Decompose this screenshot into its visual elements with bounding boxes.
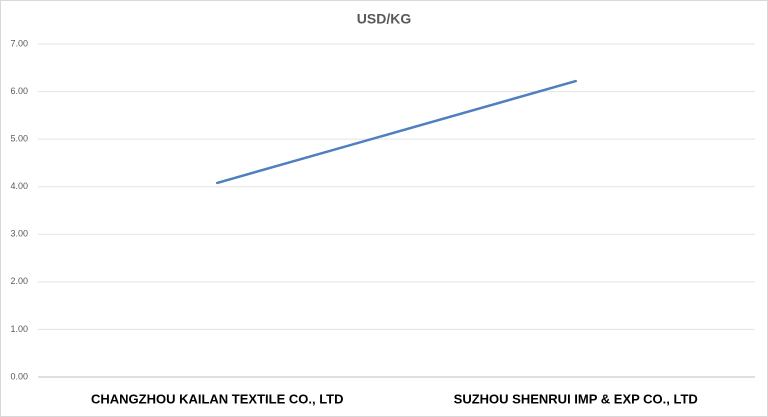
- y-tick-label: 7.00: [10, 38, 28, 48]
- line-series: [216, 79, 577, 185]
- y-tick-label: 3.00: [10, 229, 28, 239]
- x-tick-label: CHANGZHOU KAILAN TEXTILE CO., LTD: [91, 391, 344, 406]
- x-tick-label: SUZHOU SHENRUI IMP & EXP CO., LTD: [454, 391, 698, 406]
- y-tick-label: 5.00: [10, 134, 28, 144]
- y-tick-label: 0.00: [10, 371, 28, 381]
- y-tick-label: 1.00: [10, 324, 28, 334]
- y-tick-label: 2.00: [10, 276, 28, 286]
- y-tick-label: 4.00: [10, 181, 28, 191]
- chart-title: USD/KG: [357, 11, 412, 27]
- y-tick-label: 6.00: [10, 86, 28, 96]
